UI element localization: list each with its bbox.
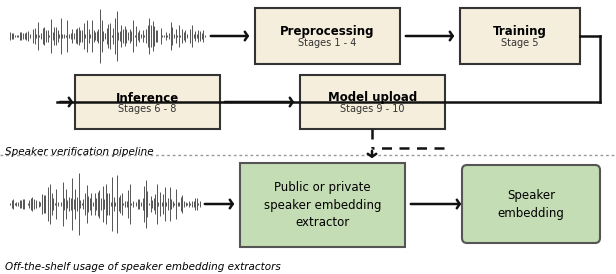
Text: Inference: Inference [116,92,179,104]
Text: Stage 5: Stage 5 [501,38,539,48]
Text: Preprocessing: Preprocessing [280,25,375,39]
Text: Off-the-shelf usage of speaker embedding extractors: Off-the-shelf usage of speaker embedding… [5,262,281,272]
Text: Model upload: Model upload [328,92,417,104]
FancyBboxPatch shape [255,8,400,64]
FancyBboxPatch shape [75,75,220,129]
Text: Speaker verification pipeline: Speaker verification pipeline [5,147,153,157]
Text: Stages 6 - 8: Stages 6 - 8 [118,104,177,114]
Text: Speaker
embedding: Speaker embedding [498,189,564,219]
Text: Public or private
speaker embedding
extractor: Public or private speaker embedding extr… [264,181,381,230]
FancyBboxPatch shape [300,75,445,129]
FancyBboxPatch shape [460,8,580,64]
Text: Training: Training [493,25,547,39]
FancyBboxPatch shape [462,165,600,243]
Text: Stages 1 - 4: Stages 1 - 4 [298,38,357,48]
FancyBboxPatch shape [240,163,405,247]
Text: Stages 9 - 10: Stages 9 - 10 [340,104,405,114]
